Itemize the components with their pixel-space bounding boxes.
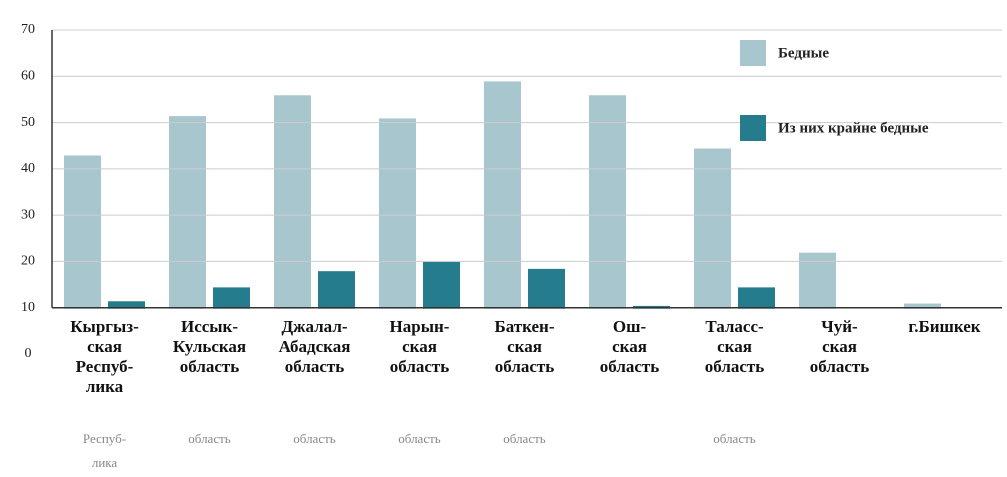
y-tick-label: 40 <box>21 161 35 176</box>
label-area <box>53 308 1003 473</box>
x-tick-label: Джалал-Абадская область <box>279 317 351 376</box>
x-tick-label: г.Бишкек <box>908 317 980 336</box>
ghost-label: область <box>293 431 335 446</box>
x-tick-label: Иссык-Кульская область <box>173 317 246 376</box>
ghost-label: область <box>398 431 440 446</box>
y-tick-label: 20 <box>21 254 35 269</box>
ghost-label: Респуб-лика <box>83 431 126 470</box>
y-tick-label: 50 <box>21 115 35 130</box>
x-tick-label: Ош-ская область <box>600 317 660 376</box>
legend-label: Бедные <box>778 45 829 61</box>
ghost-label: область <box>188 431 230 446</box>
y-tick-label: 10 <box>21 300 35 315</box>
x-tick-label: Кыргыз-ская Респуб-лика <box>70 317 139 396</box>
x-tick-label: Таласс-ская область <box>705 317 765 376</box>
y-tick-label: 70 <box>21 22 35 37</box>
ghost-label: область <box>713 431 755 446</box>
x-tick-label: Нарын-ская область <box>390 317 450 376</box>
ghost-label: область <box>503 431 545 446</box>
x-tick-label: Чуй-ская область <box>810 317 870 376</box>
y-tick-label: 0 <box>25 346 32 361</box>
legend-swatch <box>740 40 766 66</box>
legend-swatch <box>740 115 766 141</box>
y-tick-label: 60 <box>21 69 35 84</box>
x-tick-label: Баткен-ская область <box>494 317 554 376</box>
y-tick-label: 30 <box>21 207 35 222</box>
legend-label: Из них крайне бедные <box>778 120 929 136</box>
